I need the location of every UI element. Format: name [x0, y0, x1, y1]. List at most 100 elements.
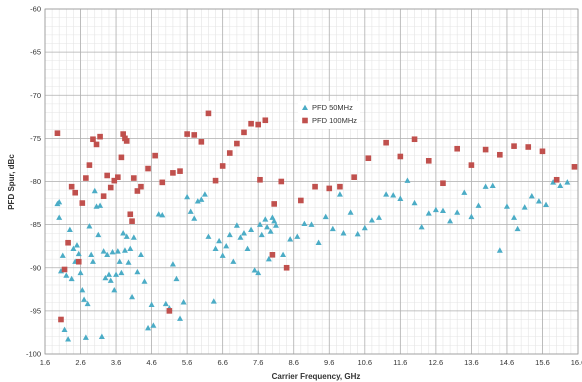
legend-label-pfd-50mhz: PFD 50MHz	[312, 103, 353, 112]
data-point-pfd-100mhz	[351, 174, 357, 180]
data-point-pfd-50mhz	[63, 272, 70, 278]
data-point-pfd-50mhz	[56, 214, 63, 220]
data-point-pfd-50mhz	[550, 179, 557, 185]
data-point-pfd-50mhz	[368, 217, 375, 223]
data-point-pfd-50mhz	[173, 275, 180, 282]
data-point-pfd-50mhz	[287, 236, 294, 242]
data-point-pfd-100mhz	[104, 172, 110, 179]
data-point-pfd-50mhz	[354, 230, 361, 237]
data-point-pfd-100mhz	[511, 143, 517, 149]
data-point-pfd-100mhz	[219, 163, 226, 169]
data-point-pfd-100mhz	[454, 145, 460, 152]
data-point-pfd-50mhz	[81, 296, 88, 302]
data-point-pfd-100mhz	[298, 197, 304, 204]
data-point-pfd-100mhz	[159, 179, 166, 186]
data-point-pfd-50mhz	[125, 259, 132, 265]
data-point-pfd-50mhz	[68, 275, 75, 282]
data-point-pfd-100mhz	[134, 188, 141, 194]
data-point-pfd-100mhz	[397, 153, 404, 160]
data-point-pfd-50mhz	[265, 255, 272, 262]
data-point-pfd-50mhz	[223, 242, 230, 249]
data-point-pfd-50mhz	[329, 225, 336, 232]
x-tick-label: 14.6	[500, 358, 515, 367]
data-point-pfd-100mhz	[262, 117, 269, 124]
data-point-pfd-50mhz	[461, 189, 468, 195]
data-point-pfd-100mhz	[90, 136, 96, 143]
data-point-pfd-100mhz	[234, 140, 240, 147]
data-point-pfd-50mhz	[468, 213, 475, 220]
data-point-pfd-50mhz	[340, 230, 347, 236]
data-point-pfd-50mhz	[129, 293, 136, 300]
data-point-pfd-50mhz	[100, 248, 107, 254]
data-point-pfd-50mhz	[111, 286, 118, 293]
data-point-pfd-100mhz	[440, 180, 446, 187]
data-point-pfd-50mhz	[535, 198, 542, 204]
x-axis-tick-labels: 1.6 2.6 3.6 4.6 5.6 6.6 7.6 8.6 9.6 10.6 11.6 12.6 1…	[40, 358, 582, 367]
data-point-pfd-50mhz	[272, 222, 279, 228]
data-point-pfd-100mhz	[127, 211, 134, 218]
x-tick-label: 5.6	[182, 358, 192, 367]
data-point-pfd-50mhz	[262, 216, 269, 222]
data-series	[54, 110, 578, 342]
data-point-pfd-100mhz	[97, 133, 103, 140]
data-point-pfd-50mhz	[177, 315, 184, 321]
data-point-pfd-50mhz	[180, 299, 187, 305]
data-point-pfd-50mhz	[102, 274, 109, 281]
x-tick-label: 16.6	[571, 358, 582, 367]
y-tick-label: -85	[30, 220, 41, 229]
data-point-pfd-50mhz	[361, 224, 368, 231]
x-tick-label: 6.6	[217, 358, 227, 367]
y-tick-label: -75	[30, 134, 41, 143]
data-point-pfd-100mhz	[312, 183, 318, 190]
data-point-pfd-50mhz	[61, 326, 68, 333]
data-point-pfd-50mhz	[120, 230, 127, 236]
x-tick-label: 1.6	[40, 358, 50, 367]
data-point-pfd-50mhz	[390, 192, 397, 198]
plot-area-border	[44, 8, 579, 355]
data-point-pfd-100mhz	[241, 129, 247, 136]
data-point-pfd-50mhz	[109, 249, 116, 255]
y-tick-label: -65	[30, 48, 41, 57]
data-point-pfd-50mhz	[162, 300, 169, 307]
data-point-pfd-50mhz	[255, 269, 262, 276]
data-point-pfd-100mhz	[93, 141, 100, 148]
data-point-pfd-50mhz	[301, 220, 308, 226]
legend-label-pfd-100mhz: PFD 100MHz	[312, 116, 357, 125]
data-point-pfd-50mhz	[322, 213, 329, 220]
data-point-pfd-50mhz	[95, 231, 102, 238]
data-point-pfd-50mhz	[376, 214, 383, 220]
x-tick-label: 13.6	[464, 358, 479, 367]
data-point-pfd-100mhz	[497, 151, 503, 158]
legend-marker-pfd-100mhz	[302, 117, 308, 124]
x-axis-title: Carrier Frequency, GHz	[272, 372, 361, 381]
legend-box	[298, 101, 360, 129]
data-point-pfd-50mhz	[145, 324, 152, 331]
data-point-pfd-100mhz	[75, 258, 82, 265]
data-point-pfd-50mhz	[267, 228, 274, 234]
data-point-pfd-50mhz	[336, 191, 343, 197]
x-tick-label: 15.6	[535, 358, 550, 367]
data-point-pfd-50mhz	[248, 226, 255, 232]
data-point-pfd-50mhz	[127, 245, 134, 251]
data-point-pfd-50mhz	[141, 278, 148, 284]
data-point-pfd-100mhz	[248, 120, 254, 127]
data-point-pfd-100mhz	[123, 138, 130, 144]
data-point-pfd-50mhz	[155, 211, 162, 217]
data-point-pfd-50mhz	[557, 182, 564, 189]
data-point-pfd-100mhz	[226, 150, 233, 156]
x-tick-label: 4.6	[146, 358, 156, 367]
data-point-pfd-50mhz	[294, 233, 301, 239]
data-point-pfd-50mhz	[219, 252, 226, 258]
data-point-pfd-50mhz	[496, 247, 503, 253]
data-point-pfd-100mhz	[198, 139, 205, 145]
data-point-pfd-50mhz	[411, 199, 418, 206]
data-point-pfd-50mhz	[528, 192, 535, 199]
data-point-pfd-50mhz	[194, 198, 201, 204]
data-point-pfd-100mhz	[83, 175, 89, 181]
data-point-pfd-100mhz	[383, 139, 389, 146]
data-point-pfd-100mhz	[571, 164, 578, 170]
x-tick-label: 8.6	[289, 358, 299, 367]
data-point-pfd-100mhz	[278, 178, 285, 185]
x-tick-label: 7.6	[253, 358, 263, 367]
